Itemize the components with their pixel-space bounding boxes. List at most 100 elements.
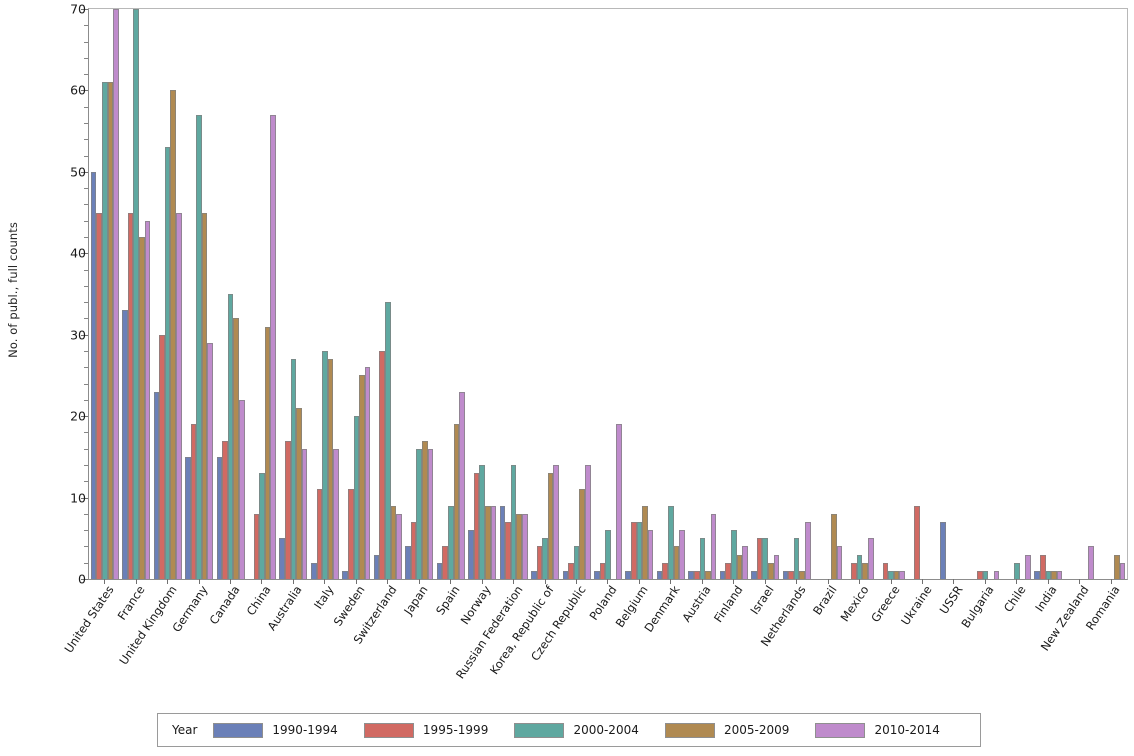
legend-item[interactable]: 2005-2009 <box>664 722 816 738</box>
bar[interactable] <box>862 562 868 579</box>
bar[interactable] <box>196 114 202 579</box>
bar[interactable] <box>536 546 543 579</box>
bar[interactable] <box>856 554 863 579</box>
bar[interactable] <box>584 465 591 579</box>
bar[interactable] <box>636 522 643 579</box>
bar[interactable] <box>699 538 706 579</box>
bar[interactable] <box>573 546 580 579</box>
bar[interactable] <box>756 538 763 579</box>
legend-item[interactable]: 2000-2004 <box>514 722 665 738</box>
bar[interactable] <box>710 513 717 579</box>
bar[interactable] <box>101 82 108 579</box>
bar[interactable] <box>396 513 402 579</box>
bar[interactable] <box>1039 554 1046 579</box>
bar[interactable] <box>170 90 177 579</box>
bar[interactable] <box>642 505 648 579</box>
bar[interactable] <box>390 505 397 579</box>
bar[interactable] <box>631 522 637 579</box>
bar[interactable] <box>342 570 348 579</box>
bar[interactable] <box>359 375 365 579</box>
bar[interactable] <box>427 448 434 579</box>
bar[interactable] <box>1014 562 1020 579</box>
bar[interactable] <box>447 505 454 579</box>
bar[interactable] <box>238 399 245 579</box>
bar[interactable] <box>599 562 606 579</box>
bar[interactable] <box>562 570 569 579</box>
bar[interactable] <box>893 570 900 579</box>
bar[interactable] <box>316 489 323 579</box>
bar[interactable] <box>679 530 685 579</box>
bar[interactable] <box>270 114 276 579</box>
bar[interactable] <box>914 505 920 579</box>
bar[interactable] <box>725 562 731 579</box>
bar[interactable] <box>939 522 946 579</box>
bar[interactable] <box>385 302 391 579</box>
bar[interactable] <box>459 391 465 579</box>
bar[interactable] <box>133 9 139 579</box>
bar[interactable] <box>379 351 385 579</box>
bar[interactable] <box>227 294 234 579</box>
bar[interactable] <box>730 530 737 579</box>
bar[interactable] <box>568 562 574 579</box>
bar[interactable] <box>736 554 743 579</box>
legend-item[interactable]: 2010-2014 <box>815 722 966 738</box>
bar[interactable] <box>982 570 989 579</box>
bar[interactable] <box>516 513 522 579</box>
bar[interactable] <box>107 82 114 579</box>
bar[interactable] <box>625 570 632 579</box>
bar[interactable] <box>693 570 700 579</box>
bar[interactable] <box>647 530 654 579</box>
bar[interactable] <box>113 9 119 579</box>
bar[interactable] <box>264 326 271 579</box>
bar[interactable] <box>164 147 171 579</box>
bar[interactable] <box>788 570 794 579</box>
bar[interactable] <box>531 570 537 579</box>
bar[interactable] <box>793 538 800 579</box>
bar[interactable] <box>490 505 497 579</box>
bar[interactable] <box>122 310 128 579</box>
bar[interactable] <box>805 522 811 579</box>
bar[interactable] <box>422 440 428 579</box>
bar[interactable] <box>207 342 214 579</box>
bar[interactable] <box>1114 554 1120 579</box>
bar[interactable] <box>442 546 448 579</box>
bar[interactable] <box>882 562 889 579</box>
bar[interactable] <box>138 237 145 579</box>
bar[interactable] <box>977 570 983 579</box>
bar[interactable] <box>253 513 260 579</box>
bar[interactable] <box>705 570 711 579</box>
legend-item[interactable]: 1995-1999 <box>363 722 515 738</box>
bar[interactable] <box>144 220 151 579</box>
bar[interactable] <box>327 359 334 579</box>
bar[interactable] <box>296 408 302 579</box>
bar[interactable] <box>301 448 308 579</box>
bar[interactable] <box>279 538 286 579</box>
bar[interactable] <box>499 505 506 579</box>
bar[interactable] <box>510 465 517 579</box>
bar[interactable] <box>364 367 371 579</box>
bar[interactable] <box>673 546 680 579</box>
bar[interactable] <box>656 570 663 579</box>
bar[interactable] <box>479 465 485 579</box>
bar[interactable] <box>159 334 165 579</box>
bar[interactable] <box>662 562 669 579</box>
bar[interactable] <box>322 351 328 579</box>
bar[interactable] <box>688 570 694 579</box>
bar[interactable] <box>782 570 789 579</box>
bar[interactable] <box>347 489 354 579</box>
bar[interactable] <box>1025 554 1031 579</box>
bar[interactable] <box>259 473 265 579</box>
bar[interactable] <box>542 538 548 579</box>
bar[interactable] <box>1056 570 1063 579</box>
bar[interactable] <box>1119 562 1126 579</box>
bar[interactable] <box>185 456 191 579</box>
bar[interactable] <box>1088 546 1094 579</box>
bar[interactable] <box>176 212 182 579</box>
bar[interactable] <box>836 546 843 579</box>
bar[interactable] <box>484 505 491 579</box>
bar[interactable] <box>353 416 360 579</box>
bar[interactable] <box>436 562 443 579</box>
bar[interactable] <box>1034 570 1040 579</box>
bar[interactable] <box>719 570 726 579</box>
bar[interactable] <box>668 505 674 579</box>
